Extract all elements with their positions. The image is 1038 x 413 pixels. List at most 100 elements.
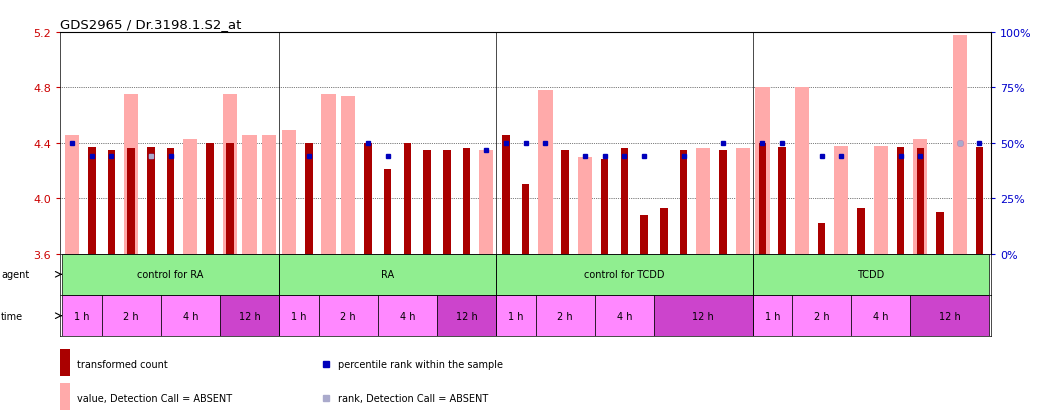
Bar (753, 254, 989, 295)
Text: GDS2965 / Dr.3198.1.S2_at: GDS2965 / Dr.3198.1.S2_at (60, 18, 242, 31)
Bar (437, 295, 496, 337)
Bar (65, 135, 79, 254)
Text: 4 h: 4 h (873, 311, 889, 321)
Bar (463, 149, 470, 254)
Bar (364, 143, 372, 254)
Text: 4 h: 4 h (183, 311, 198, 321)
Text: value, Detection Call = ABSENT: value, Detection Call = ABSENT (77, 393, 233, 403)
Text: control for RA: control for RA (137, 270, 203, 280)
Bar (736, 149, 749, 254)
Text: percentile rank within the sample: percentile rank within the sample (337, 359, 502, 369)
Bar (654, 295, 753, 337)
Text: RA: RA (381, 270, 394, 280)
Bar (601, 160, 608, 254)
Bar (220, 295, 279, 337)
Text: 12 h: 12 h (456, 311, 477, 321)
Text: agent: agent (1, 270, 29, 280)
Text: 2 h: 2 h (557, 311, 573, 321)
Bar (282, 131, 296, 254)
Text: 1 h: 1 h (291, 311, 306, 321)
Bar (917, 149, 924, 254)
Bar (243, 135, 256, 254)
Bar (818, 223, 825, 254)
Bar (753, 295, 792, 337)
Text: 1 h: 1 h (765, 311, 781, 321)
Bar (660, 209, 667, 254)
Bar (539, 91, 552, 254)
Bar (279, 254, 496, 295)
Bar (756, 88, 769, 254)
Bar (62, 295, 102, 337)
Text: 1 h: 1 h (509, 311, 523, 321)
Bar (496, 295, 536, 337)
Text: rank, Detection Call = ABSENT: rank, Detection Call = ABSENT (337, 393, 488, 403)
Bar (226, 143, 234, 254)
Bar (778, 148, 786, 254)
Bar (342, 97, 355, 254)
Bar (835, 146, 848, 254)
Bar (378, 295, 437, 337)
Text: TCDD: TCDD (857, 270, 884, 280)
Bar (851, 295, 910, 337)
Bar (404, 143, 411, 254)
Bar (953, 36, 966, 254)
Bar (167, 149, 174, 254)
Bar (424, 150, 431, 254)
Bar (147, 148, 155, 254)
Bar (936, 213, 944, 254)
Bar (480, 150, 493, 254)
Bar (502, 135, 510, 254)
Bar (680, 150, 687, 254)
Bar (976, 148, 983, 254)
Bar (223, 95, 237, 254)
Bar (319, 295, 378, 337)
Bar (102, 295, 161, 337)
Bar (207, 143, 214, 254)
Bar (522, 185, 529, 254)
Bar (595, 295, 654, 337)
Text: 1 h: 1 h (74, 311, 89, 321)
Bar (384, 170, 391, 254)
Bar (536, 295, 595, 337)
Bar (562, 150, 569, 254)
Bar (279, 295, 319, 337)
Bar (108, 150, 115, 254)
Bar (128, 149, 135, 254)
Text: 12 h: 12 h (692, 311, 714, 321)
Text: 2 h: 2 h (124, 311, 139, 321)
Bar (759, 143, 766, 254)
Text: 12 h: 12 h (239, 311, 261, 321)
Bar (161, 295, 220, 337)
Bar (897, 148, 904, 254)
Bar (621, 149, 628, 254)
Bar (910, 295, 989, 337)
Bar (184, 139, 197, 254)
Text: 2 h: 2 h (340, 311, 356, 321)
Text: 12 h: 12 h (939, 311, 961, 321)
Text: transformed count: transformed count (77, 359, 168, 369)
Bar (88, 148, 95, 254)
Bar (305, 143, 312, 254)
Bar (60, 383, 70, 410)
Bar (913, 139, 927, 254)
Bar (263, 135, 276, 254)
Text: time: time (1, 311, 23, 321)
Bar (578, 157, 592, 254)
Bar (857, 209, 865, 254)
Bar (795, 88, 809, 254)
Bar (696, 149, 710, 254)
Bar (496, 254, 753, 295)
Bar (443, 150, 450, 254)
Text: 2 h: 2 h (814, 311, 829, 321)
Text: 4 h: 4 h (617, 311, 632, 321)
Bar (125, 95, 138, 254)
Bar (640, 215, 648, 254)
Bar (874, 146, 887, 254)
Bar (792, 295, 851, 337)
Text: 4 h: 4 h (400, 311, 415, 321)
Bar (62, 254, 279, 295)
Bar (60, 349, 70, 376)
Bar (322, 95, 335, 254)
Text: control for TCDD: control for TCDD (584, 270, 664, 280)
Bar (719, 150, 727, 254)
